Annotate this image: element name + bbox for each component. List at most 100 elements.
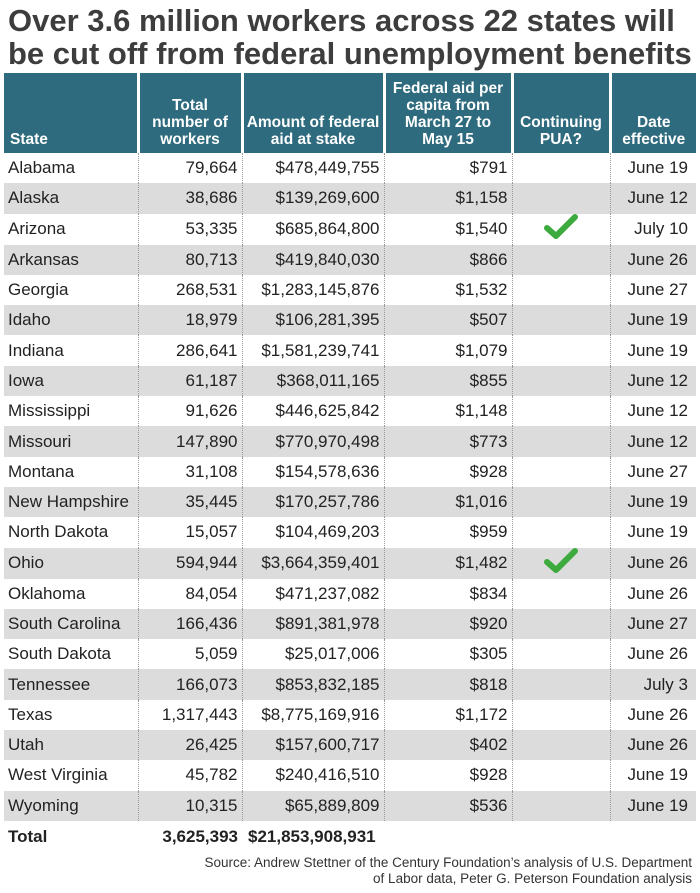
table-row: Iowa 61,187 $368,011,165 $855 June 12 (4, 365, 696, 397)
cell-pua (512, 547, 611, 579)
cell-amount: $1,283,145,876 (242, 274, 385, 306)
cell-state: West Virginia (4, 760, 139, 791)
cell-state: Texas (4, 699, 139, 731)
cell-amount: $104,469,203 (242, 517, 385, 548)
total-workers: 3,625,393 (162, 826, 238, 846)
table-row: Alabama 79,664 $478,449,755 $791 June 19 (4, 153, 696, 184)
table-row: Utah 26,425 $157,600,717 $402 June 26 (4, 730, 696, 761)
cell-pua (512, 578, 611, 609)
cell-pua (512, 305, 611, 336)
table-row: Alaska 38,686 $139,269,600 $1,158 June 12 (4, 183, 696, 214)
cell-amount: $446,625,842 (242, 396, 385, 427)
table-row: Indiana 286,641 $1,581,239,741 $1,079 June 1… (4, 335, 696, 366)
cell-per-capita: $305 (384, 639, 513, 670)
cell-date: June 12 (627, 401, 689, 421)
table-row: Mississippi 91,626 $446,625,842 $1,148 June … (4, 396, 696, 427)
cell-amount: $25,017,006 (242, 639, 385, 670)
cell-date: June 19 (627, 765, 689, 785)
cell-pua (512, 183, 611, 214)
table-row: Arizona 53,335 $685,864,800 $1,540 July 10 (4, 213, 696, 245)
cell-amount: $891,381,978 (242, 608, 385, 640)
cell-state: Missouri (4, 426, 139, 457)
cell-pua (512, 456, 611, 487)
cell-amount: $853,832,185 (242, 669, 385, 700)
cell-state: New Hampshire (4, 486, 139, 518)
cell-workers: 45,782 (138, 760, 243, 791)
cell-amount: $170,257,786 (242, 486, 385, 518)
cell-per-capita: $1,158 (384, 183, 513, 214)
table-row: Ohio 594,944 $3,664,359,401 $1,482 June 26 (4, 547, 696, 579)
total-amount: $21,853,908,931 (248, 826, 376, 846)
cell-date: June 26 (627, 704, 689, 724)
cell-workers: 38,686 (138, 183, 243, 214)
table-body: Alabama 79,664 $478,449,755 $791 June 19 Alas… (4, 153, 696, 821)
cell-amount: $65,889,809 (242, 790, 385, 821)
cell-pua (512, 396, 611, 427)
cell-date: June 27 (627, 461, 689, 481)
cell-per-capita: $855 (384, 365, 513, 397)
cell-state: Arkansas (4, 244, 139, 275)
cell-date: June 27 (627, 280, 689, 300)
cell-pua (512, 669, 611, 700)
cell-amount: $478,449,755 (242, 153, 385, 184)
cell-per-capita: $1,079 (384, 335, 513, 366)
cell-date: June 19 (610, 790, 696, 821)
cell-amount: $3,664,359,401 (242, 547, 385, 579)
cell-state: Montana (4, 456, 139, 487)
cell-pua (512, 790, 611, 821)
cell-per-capita: $866 (384, 244, 513, 275)
cell-per-capita: $1,016 (384, 486, 513, 518)
table-row: South Dakota 5,059 $25,017,006 $305 June 26 (4, 639, 696, 670)
table-row: Missouri 147,890 $770,970,498 $773 June 12 (4, 426, 696, 457)
cell-pua (512, 244, 611, 275)
cell-workers: 147,890 (138, 426, 243, 457)
cell-per-capita: $1,172 (384, 699, 513, 731)
cell-workers: 166,436 (138, 608, 243, 640)
chart-title: Over 3.6 million workers across 22 state… (8, 3, 692, 71)
cell-date: July 3 (610, 669, 696, 700)
cell-amount: $471,237,082 (242, 578, 385, 609)
cell-amount: $106,281,395 (242, 305, 385, 336)
cell-date: June 26 (627, 583, 689, 603)
cell-date: June 19 (627, 158, 689, 178)
cell-per-capita: $928 (384, 456, 513, 487)
cell-state: Alaska (4, 183, 139, 214)
cell-state: South Dakota (4, 639, 139, 670)
cell-date: June 19 (627, 340, 689, 360)
cell-pua (512, 365, 611, 397)
header-state: State (4, 73, 140, 153)
cell-pua (512, 274, 611, 306)
cell-amount: $685,864,800 (242, 213, 385, 245)
cell-per-capita: $1,148 (384, 396, 513, 427)
table-row: Montana 31,108 $154,578,636 $928 June 27 (4, 456, 696, 487)
total-empty-cell (610, 821, 696, 853)
cell-date: June 26 (610, 547, 696, 579)
cell-amount: $8,775,169,916 (242, 699, 385, 731)
cell-per-capita: $834 (384, 578, 513, 609)
cell-amount: $154,578,636 (242, 456, 385, 487)
cell-amount: $419,840,030 (242, 244, 385, 275)
cell-workers: 5,059 (138, 639, 243, 670)
cell-date: June 26 (627, 644, 689, 664)
cell-date: June 12 (610, 183, 696, 214)
cell-amount: $770,970,498 (242, 426, 385, 457)
cell-workers: 53,335 (138, 213, 243, 245)
cell-per-capita: $818 (384, 669, 513, 700)
cell-amount: $368,011,165 (242, 365, 385, 397)
cell-date: June 19 (610, 486, 696, 518)
cell-pua (512, 730, 611, 761)
cell-state: Indiana (4, 335, 139, 366)
cell-workers: 31,108 (138, 456, 243, 487)
cell-pua (512, 486, 611, 518)
cell-date: June 19 (627, 522, 689, 542)
cell-workers: 18,979 (138, 305, 243, 336)
cell-amount: $157,600,717 (242, 730, 385, 761)
total-row: Total 3,625,393 $21,853,908,931 (4, 821, 696, 853)
table-row: Georgia 268,531 $1,283,145,876 $1,532 June 2… (4, 274, 696, 306)
cell-workers: 61,187 (138, 365, 243, 397)
cell-date: June 12 (610, 426, 696, 457)
cell-state: Ohio (4, 547, 139, 579)
cell-date: June 19 (610, 305, 696, 336)
cell-state: Arizona (4, 213, 139, 245)
cell-pua (512, 699, 611, 731)
